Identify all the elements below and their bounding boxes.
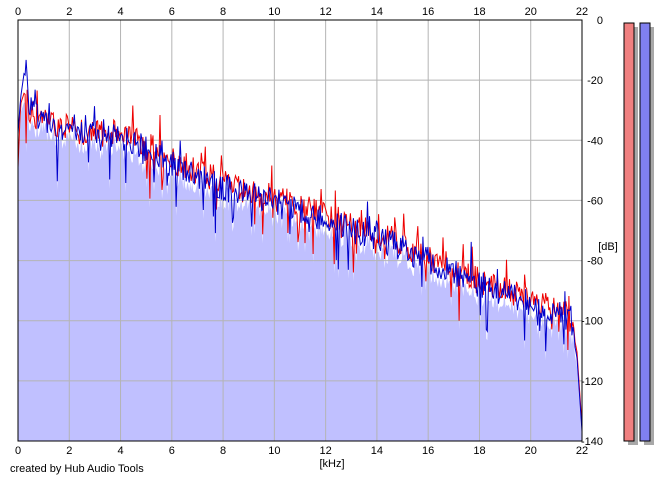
- y-tick-label-6: -120: [581, 376, 603, 388]
- spectrum-fill-layer: [18, 98, 582, 442]
- x-tick-label-top-3: 6: [169, 6, 175, 18]
- series-line-red: [17, 89, 583, 427]
- x-axis-label: [kHz]: [319, 458, 344, 470]
- plot-frame: [17, 19, 583, 442]
- x-tick-label-top-2: 4: [117, 6, 123, 18]
- y-tick-label-3: -60: [587, 195, 603, 207]
- x-tick-label-bottom-4: 8: [220, 445, 226, 457]
- credit-text: created by Hub Audio Tools: [10, 463, 144, 475]
- x-tick-label-bottom-3: 6: [169, 445, 175, 457]
- x-tick-label-bottom-0: 0: [15, 445, 21, 457]
- x-tick-label-top-0: 0: [15, 6, 21, 18]
- x-tick-label-bottom-10: 20: [525, 445, 537, 457]
- grid-layer: [18, 20, 582, 441]
- y-tick-label-7: -140: [581, 436, 603, 448]
- x-tick-label-top-9: 18: [473, 6, 485, 18]
- y-tick-label-2: -40: [587, 135, 603, 147]
- x-tick-label-top-1: 2: [66, 6, 72, 18]
- x-tick-label-top-11: 22: [576, 6, 588, 18]
- y-tick-label-1: -20: [587, 75, 603, 87]
- x-ticks-bottom: 0 2 4 6 8 10 12 14 16 18 20 22: [15, 445, 588, 457]
- spectrum-area-fill: [18, 98, 582, 442]
- x-tick-label-top-7: 14: [371, 6, 383, 18]
- level-meter-0: [623, 22, 635, 442]
- x-tick-label-top-8: 16: [422, 6, 434, 18]
- x-tick-label-top-10: 20: [525, 6, 537, 18]
- x-tick-label-bottom-7: 14: [371, 445, 383, 457]
- level-meters: [623, 22, 654, 446]
- series-line-blue: [17, 59, 583, 433]
- y-ticks-right: 0 -20 -40 -60 -80 -100 -120 -140: [581, 15, 603, 448]
- x-tick-label-bottom-1: 2: [66, 445, 72, 457]
- level-meter-1: [639, 22, 651, 442]
- x-tick-label-bottom-9: 18: [473, 445, 485, 457]
- x-tick-label-top-4: 8: [220, 6, 226, 18]
- x-tick-label-top-5: 10: [268, 6, 280, 18]
- y-tick-label-4: -80: [587, 256, 603, 268]
- y-tick-label-5: -100: [581, 316, 603, 328]
- x-tick-label-top-6: 12: [320, 6, 332, 18]
- x-tick-label-bottom-11: 22: [576, 445, 588, 457]
- series-layer: [17, 59, 583, 433]
- x-tick-label-bottom-6: 12: [320, 445, 332, 457]
- x-ticks-top: 0 2 4 6 8 10 12 14 16 18 20 22: [15, 6, 588, 18]
- x-tick-label-bottom-5: 10: [268, 445, 280, 457]
- x-tick-label-bottom-2: 4: [117, 445, 123, 457]
- y-axis-label: [dB]: [598, 241, 618, 253]
- x-tick-label-bottom-8: 16: [422, 445, 434, 457]
- y-tick-label-0: 0: [597, 15, 603, 27]
